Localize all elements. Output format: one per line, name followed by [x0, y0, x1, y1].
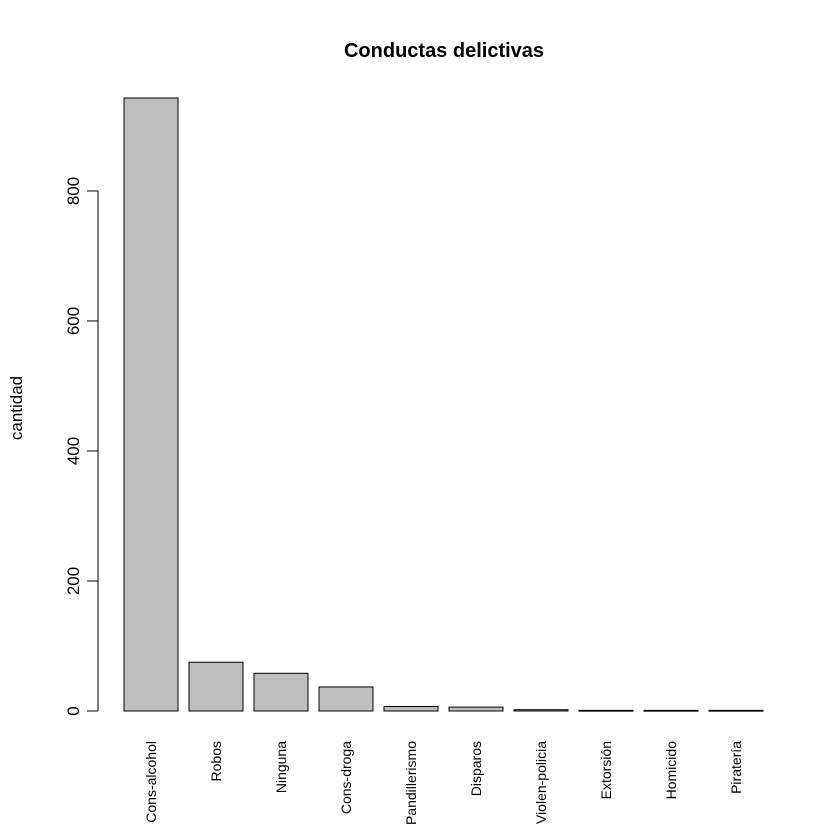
bar-pandillerismo — [383, 705, 439, 712]
y-tick-label: 0 — [64, 706, 83, 715]
x-tick-label: Robos — [208, 741, 224, 781]
x-tick-label: Homicido — [663, 741, 679, 800]
x-tick-label: Pandillerismo — [403, 741, 419, 825]
y-tick-label: 200 — [64, 567, 83, 595]
bar-homicido — [643, 709, 699, 712]
bar-cons-droga — [318, 686, 374, 712]
bar-ninguna — [253, 672, 309, 712]
x-tick-label: Cons-droga — [338, 741, 354, 814]
x-tick-label: Cons-alcohol — [143, 741, 159, 823]
bar-robos — [188, 661, 244, 712]
x-tick-label: Piratería — [728, 741, 744, 794]
bar-disparos — [448, 706, 504, 712]
y-tick-label: 400 — [64, 437, 83, 465]
y-tick-label: 800 — [64, 177, 83, 205]
y-tick-label: 600 — [64, 307, 83, 335]
x-tick-label: Ninguna — [273, 741, 289, 793]
y-axis: 0 200 400 600 800 — [64, 177, 99, 716]
x-tick-label: Extorsión — [598, 741, 614, 799]
bar-violen-policia — [513, 709, 569, 712]
x-tick-label: Disparos — [468, 741, 484, 796]
x-tick-label: Violen-policia — [533, 741, 549, 824]
bar-piratería — [708, 709, 764, 712]
bar-cons-alcohol — [123, 97, 179, 712]
x-tick-labels: Cons-alcohol Robos Ninguna Cons-droga Pandil… — [143, 741, 744, 825]
bar-extorsión — [578, 709, 634, 712]
bars-group — [123, 97, 764, 712]
y-axis-label: cantidad — [7, 376, 26, 440]
chart-title: Conductas delictivas — [344, 40, 544, 62]
